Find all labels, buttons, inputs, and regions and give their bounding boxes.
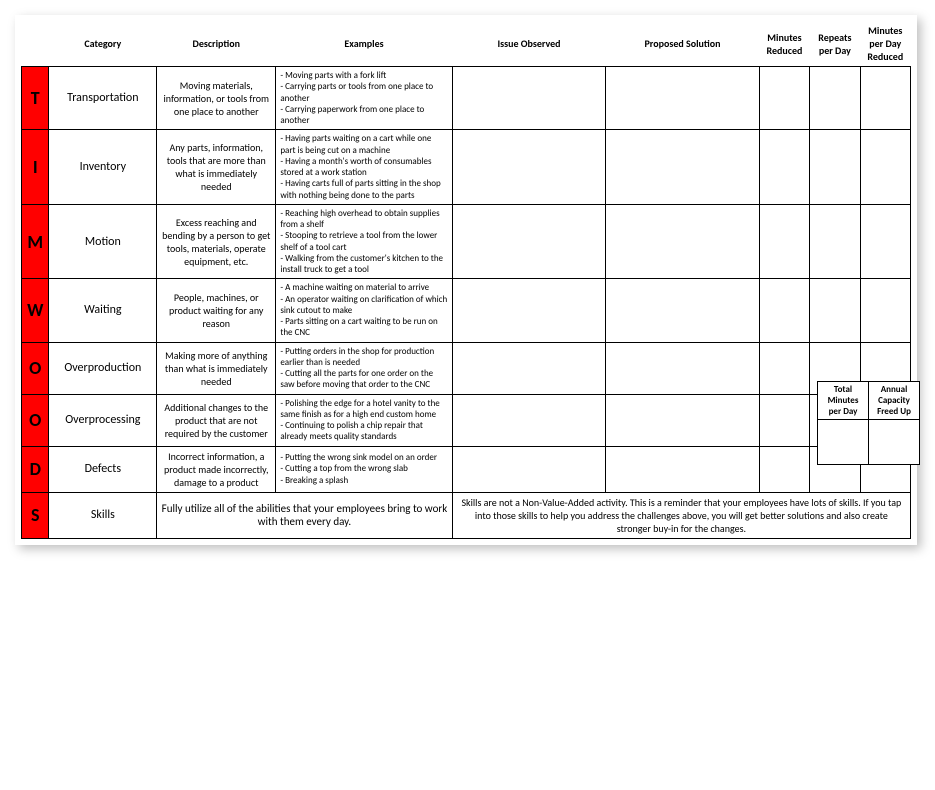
row-issue[interactable] [452, 342, 606, 394]
row-reps[interactable] [810, 67, 860, 130]
row-examples: - Moving parts with a fork lift- Carryin… [276, 67, 452, 130]
row-letter: T [22, 67, 49, 130]
header-mins: Minutes Reduced [759, 21, 809, 67]
row-mpd[interactable] [860, 279, 910, 342]
row-description: Any parts, information, tools that are m… [157, 130, 276, 205]
table-row: OOverprocessingAdditional changes to the… [22, 394, 911, 446]
row-mpd[interactable] [860, 204, 910, 279]
row-examples: - Polishing the edge for a hotel vanity … [276, 394, 452, 446]
row-issue[interactable] [452, 204, 606, 279]
header-mpd: Minutes per Day Reduced [860, 21, 910, 67]
row-examples: - Having parts waiting on a cart while o… [276, 130, 452, 205]
row-category: Overprocessing [49, 394, 157, 446]
summary-box: Total Minutes per Day Annual Capacity Fr… [817, 381, 920, 465]
row-description: Incorrect information, a product made in… [157, 446, 276, 492]
row-examples: - Putting the wrong sink model on an ord… [276, 446, 452, 492]
skills-note: Skills are not a Non-Value-Added activit… [452, 492, 910, 538]
header-description: Description [157, 21, 276, 67]
skills-letter: S [22, 492, 49, 538]
row-letter: M [22, 204, 49, 279]
header-category: Category [49, 21, 157, 67]
row-description: People, machines, or product waiting for… [157, 279, 276, 342]
summary-value-total[interactable] [818, 419, 869, 464]
row-mins[interactable] [759, 446, 809, 492]
row-examples: - A machine waiting on material to arriv… [276, 279, 452, 342]
row-category: Inventory [49, 130, 157, 205]
header-blank-letter [22, 21, 49, 67]
row-description: Moving materials, information, or tools … [157, 67, 276, 130]
header-row: Category Description Examples Issue Obse… [22, 21, 911, 67]
row-mins[interactable] [759, 130, 809, 205]
row-proposed[interactable] [606, 204, 760, 279]
row-letter: O [22, 342, 49, 394]
row-mins[interactable] [759, 279, 809, 342]
row-proposed[interactable] [606, 279, 760, 342]
row-letter: D [22, 446, 49, 492]
header-examples: Examples [276, 21, 452, 67]
row-letter: I [22, 130, 49, 205]
row-mins[interactable] [759, 394, 809, 446]
table-row: OOverproductionMaking more of anything t… [22, 342, 911, 394]
timwoods-worksheet: Category Description Examples Issue Obse… [15, 15, 917, 545]
row-letter: O [22, 394, 49, 446]
row-reps[interactable] [810, 130, 860, 205]
row-proposed[interactable] [606, 67, 760, 130]
row-proposed[interactable] [606, 342, 760, 394]
row-issue[interactable] [452, 67, 606, 130]
row-category: Transportation [49, 67, 157, 130]
row-reps[interactable] [810, 204, 860, 279]
row-issue[interactable] [452, 279, 606, 342]
skills-row: SSkillsFully utilize all of the abilitie… [22, 492, 911, 538]
summary-value-annual[interactable] [869, 419, 920, 464]
table-row: IInventoryAny parts, information, tools … [22, 130, 911, 205]
header-proposed: Proposed Solution [606, 21, 760, 67]
row-issue[interactable] [452, 130, 606, 205]
header-issue: Issue Observed [452, 21, 606, 67]
timwoods-table: Category Description Examples Issue Obse… [21, 21, 911, 539]
row-description: Additional changes to the product that a… [157, 394, 276, 446]
row-examples: - Putting orders in the shop for product… [276, 342, 452, 394]
row-mpd[interactable] [860, 130, 910, 205]
row-mins[interactable] [759, 342, 809, 394]
header-reps: Repeats per Day [810, 21, 860, 67]
table-row: DDefectsIncorrect information, a product… [22, 446, 911, 492]
row-category: Motion [49, 204, 157, 279]
skills-category: Skills [49, 492, 157, 538]
row-category: Waiting [49, 279, 157, 342]
skills-description: Fully utilize all of the abilities that … [157, 492, 453, 538]
row-issue[interactable] [452, 394, 606, 446]
row-issue[interactable] [452, 446, 606, 492]
table-row: TTransportationMoving materials, informa… [22, 67, 911, 130]
row-mins[interactable] [759, 67, 809, 130]
summary-header-total: Total Minutes per Day [818, 381, 869, 419]
row-reps[interactable] [810, 279, 860, 342]
row-proposed[interactable] [606, 130, 760, 205]
row-proposed[interactable] [606, 446, 760, 492]
table-row: MMotionExcess reaching and bending by a … [22, 204, 911, 279]
row-letter: W [22, 279, 49, 342]
row-mins[interactable] [759, 204, 809, 279]
summary-header-annual: Annual Capacity Freed Up [869, 381, 920, 419]
row-description: Excess reaching and bending by a person … [157, 204, 276, 279]
row-category: Defects [49, 446, 157, 492]
row-category: Overproduction [49, 342, 157, 394]
row-examples: - Reaching high overhead to obtain suppl… [276, 204, 452, 279]
row-proposed[interactable] [606, 394, 760, 446]
row-mpd[interactable] [860, 67, 910, 130]
row-description: Making more of anything than what is imm… [157, 342, 276, 394]
table-body: TTransportationMoving materials, informa… [22, 67, 911, 539]
table-row: WWaitingPeople, machines, or product wai… [22, 279, 911, 342]
